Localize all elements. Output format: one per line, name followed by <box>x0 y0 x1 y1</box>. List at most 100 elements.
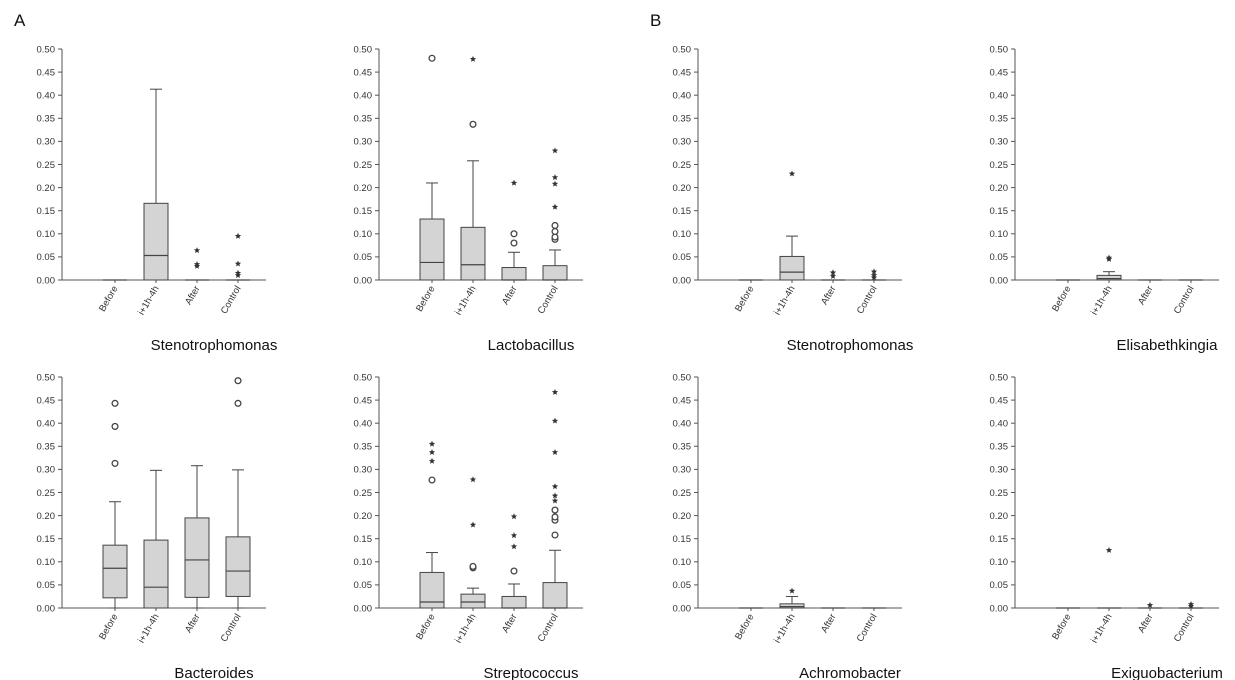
extreme-point <box>428 457 436 464</box>
y-tick-label: 0.15 <box>37 206 56 217</box>
box-i-1h-4h <box>143 469 169 609</box>
y-tick-label: 0.05 <box>354 580 373 591</box>
extreme-point <box>829 269 837 276</box>
box-after <box>184 465 210 609</box>
box-rect <box>542 582 568 609</box>
x-tick-label: Before <box>733 284 757 314</box>
x-tick-label: Control <box>219 612 244 644</box>
extreme-point <box>551 492 559 499</box>
box-rect <box>102 544 128 599</box>
y-tick-label: 0.05 <box>990 580 1009 591</box>
y-tick-label: 0.40 <box>673 91 692 102</box>
x-tick-label: Before <box>97 284 121 314</box>
box-i-1h-4h <box>779 170 805 281</box>
y-tick-label: 0.25 <box>990 160 1009 171</box>
box-after <box>1138 601 1162 609</box>
box-rect <box>542 265 568 281</box>
y-tick-label: 0.30 <box>673 465 692 476</box>
x-tick-label: After <box>1136 612 1156 635</box>
x-tick-label: After <box>500 284 520 307</box>
y-tick-label: 0.35 <box>673 114 692 125</box>
box-control <box>225 377 251 609</box>
y-tick-label: 0.45 <box>354 395 373 406</box>
x-tick-label: After <box>819 612 839 635</box>
extreme-point <box>551 483 559 490</box>
y-tick-label: 0.40 <box>990 419 1009 430</box>
y-tick-label: 0.05 <box>673 580 692 591</box>
y-tick-label: 0.45 <box>354 67 373 78</box>
box-before <box>419 54 445 281</box>
y-tick-label: 0.35 <box>990 114 1009 125</box>
outlier-point <box>551 531 559 539</box>
outlier-point <box>234 377 242 385</box>
x-tick-label: i+1h-4h <box>772 284 798 317</box>
extreme-point <box>193 260 201 267</box>
chart-title: Achromobacter <box>799 665 901 680</box>
x-tick-label: After <box>1136 284 1156 307</box>
y-tick-label: 0.50 <box>37 372 56 383</box>
charts-grid: 0.00 0.05 0.10 0.15 0.20 0.25 0.30 0.35 0.40 0.45… <box>37 44 1223 680</box>
x-tick-label: After <box>183 612 203 635</box>
y-tick-label: 0.50 <box>354 44 373 55</box>
outlier-point <box>510 230 518 238</box>
y-tick-label: 0.05 <box>990 252 1009 263</box>
x-tick-label: i+1h-4h <box>453 284 479 317</box>
y-tick-label: 0.10 <box>990 557 1009 568</box>
x-tick-label: i+1h-4h <box>772 612 798 645</box>
y-tick-label: 0.35 <box>354 114 373 125</box>
extreme-point <box>551 497 559 504</box>
box-control <box>542 388 568 609</box>
y-tick-label: 0.50 <box>673 372 692 383</box>
x-tick-label: After <box>183 284 203 307</box>
y-tick-label: 0.00 <box>354 275 373 286</box>
extreme-point <box>551 180 559 187</box>
y-tick-label: 0.10 <box>354 229 373 240</box>
x-tick-label: i+1h-4h <box>1089 612 1115 645</box>
y-tick-label: 0.35 <box>673 442 692 453</box>
y-tick-label: 0.20 <box>990 183 1009 194</box>
box-rect <box>225 536 251 597</box>
box-rect <box>1096 274 1122 281</box>
y-tick-label: 0.10 <box>37 557 56 568</box>
box-rect <box>143 202 169 281</box>
extreme-point <box>234 260 242 267</box>
extreme-point <box>551 388 559 395</box>
box-rect <box>460 593 486 609</box>
outlier-point <box>469 120 477 128</box>
x-tick-label: Control <box>536 284 561 316</box>
box-after <box>821 269 845 281</box>
box-control <box>1179 601 1203 609</box>
y-tick-label: 0.10 <box>673 229 692 240</box>
y-tick-label: 0.45 <box>990 67 1009 78</box>
extreme-point <box>870 272 878 279</box>
y-tick-label: 0.50 <box>990 44 1009 55</box>
y-tick-label: 0.00 <box>990 275 1009 286</box>
x-tick-label: After <box>500 612 520 635</box>
y-tick-label: 0.40 <box>990 91 1009 102</box>
y-tick-label: 0.40 <box>37 419 56 430</box>
y-tick-label: 0.15 <box>990 206 1009 217</box>
chart-1: 0.00 0.05 0.10 0.15 0.20 0.25 0.30 0.35 0.40 0.45… <box>37 44 278 354</box>
extreme-point <box>428 440 436 447</box>
box-rect <box>501 267 527 281</box>
y-tick-label: 0.05 <box>673 252 692 263</box>
y-tick-label: 0.20 <box>37 183 56 194</box>
outlier-point <box>510 239 518 247</box>
y-tick-label: 0.30 <box>37 137 56 148</box>
extreme-point <box>1187 601 1195 607</box>
extreme-point <box>1105 254 1113 261</box>
extreme-point <box>870 274 878 281</box>
box-rect <box>143 539 169 609</box>
x-tick-label: i+1h-4h <box>136 612 162 645</box>
y-tick-label: 0.25 <box>37 160 56 171</box>
y-tick-label: 0.40 <box>673 419 692 430</box>
y-tick-label: 0.20 <box>354 511 373 522</box>
box-rect <box>460 226 486 281</box>
box-rect <box>419 218 445 281</box>
box-rect <box>501 595 527 609</box>
y-tick-label: 0.30 <box>673 137 692 148</box>
extreme-point <box>469 476 477 483</box>
chart-4: 0.00 0.05 0.10 0.15 0.20 0.25 0.30 0.35 0.40 0.45… <box>990 44 1219 354</box>
outlier-point <box>551 506 559 514</box>
